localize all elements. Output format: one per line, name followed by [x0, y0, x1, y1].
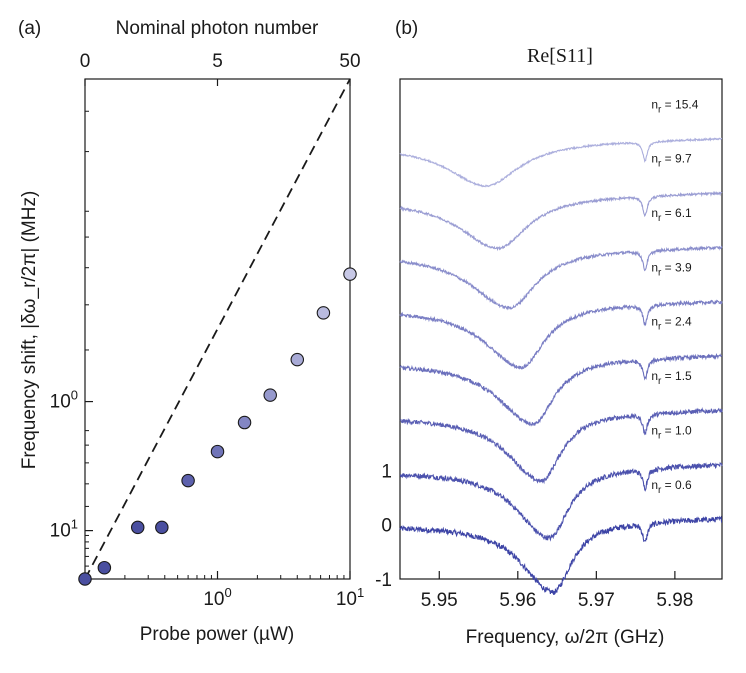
data-point [316, 306, 331, 320]
data-point [290, 352, 305, 367]
trace-label: nr = 2.4 [651, 315, 692, 333]
panel-a-y-ticks: 101 100 [50, 388, 93, 542]
fit-line [84, 78, 351, 580]
panel-b-label: (b) [395, 18, 418, 39]
trace [399, 407, 723, 485]
trace-label: nr = 15.4 [651, 97, 698, 115]
trace [399, 190, 723, 252]
panel-a-x-axis-title: Probe power (µW) [140, 624, 295, 645]
panel-b-title: Re[S11] [527, 45, 593, 67]
trace [399, 515, 723, 596]
data-point [97, 560, 112, 575]
panel-b-trace-labels: nr = 0.6 nr = 1.0 nr = 1.5 nr = 2.4 nr = 3.9… [651, 97, 698, 495]
trace [399, 461, 723, 542]
data-point [263, 388, 277, 402]
x-tick-label: 100 [203, 585, 231, 610]
y-tick-label: 1 [381, 461, 392, 482]
panel-b-y-ticks: -1 0 1 [375, 461, 392, 591]
trace-label: nr = 1.5 [651, 369, 692, 387]
trace [399, 244, 723, 311]
top-tick-label: 0 [80, 51, 91, 72]
panel-b-x-axis-title: Frequency, ω/2π (GHz) [466, 627, 665, 648]
panel-a-top-ticks: 0 5 50 [80, 51, 361, 86]
trace-label: nr = 1.0 [651, 423, 692, 441]
trace [399, 299, 723, 370]
y-tick-label: 100 [50, 388, 78, 413]
panel-a-y-axis-title: Frequency shift, |δω_r/2π| (MHz) [19, 191, 40, 470]
panel-a-x-ticks: 100 101 [203, 571, 364, 610]
top-tick-label: 50 [339, 51, 360, 72]
panel-a-minor-ticks [85, 110, 345, 579]
panel-b: Re[S11] Frequency, ω/2π (GHz) 5.95 5.96 5.… [375, 45, 723, 648]
data-point [78, 572, 92, 586]
x-tick-label: 5.98 [656, 590, 693, 611]
trace-label: nr = 6.1 [651, 206, 692, 224]
panel-a-points [78, 267, 357, 586]
panel-b-x-ticks: 5.95 5.96 5.97 5.98 [421, 571, 693, 611]
panel-a-fit [84, 78, 351, 580]
data-point [181, 473, 195, 488]
trace-label: nr = 3.9 [651, 260, 692, 278]
y-tick-label: -1 [375, 570, 392, 591]
x-tick-label: 101 [336, 585, 364, 610]
trace [399, 352, 723, 427]
panel-b-traces [399, 137, 723, 596]
panel-a-label: (a) [18, 18, 41, 39]
data-point [237, 415, 252, 430]
x-tick-label: 5.97 [578, 590, 615, 611]
top-tick-label: 5 [212, 51, 223, 72]
panel-b-frame [399, 78, 723, 580]
data-point [343, 267, 357, 281]
y-tick-label: 101 [50, 517, 78, 542]
trace-label: nr = 9.7 [651, 152, 692, 170]
data-point [155, 520, 169, 535]
trace-label: nr = 0.6 [651, 478, 692, 496]
panel-a: Nominal photon number Probe power (µW) F… [19, 18, 364, 645]
x-tick-label: 5.95 [421, 590, 458, 611]
trace [399, 137, 723, 188]
panel-a-top-axis-title: Nominal photon number [116, 18, 319, 39]
data-point [130, 520, 145, 535]
data-point [210, 444, 225, 459]
y-tick-label: 0 [381, 516, 392, 537]
x-tick-label: 5.96 [499, 590, 536, 611]
